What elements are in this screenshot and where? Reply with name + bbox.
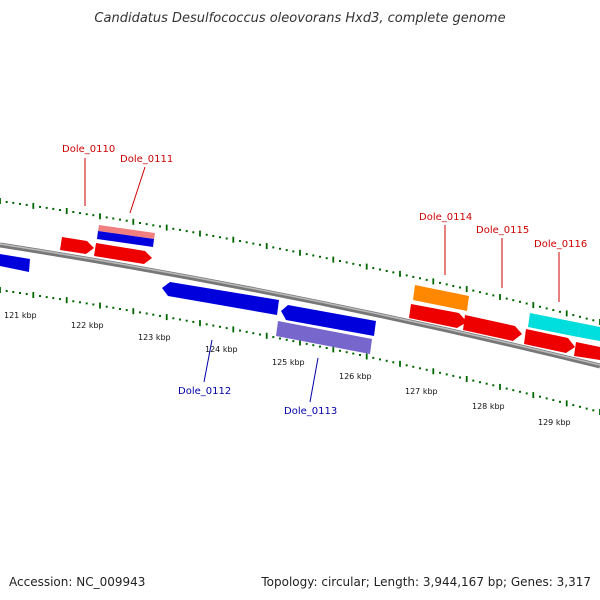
tick-labels: 121 kbp 122 kbp 123 kbp 124 kbp 125 kbp … bbox=[4, 311, 571, 427]
gene-dole-0111-pseudo[interactable] bbox=[98, 225, 155, 239]
tick-track-upper bbox=[0, 198, 600, 325]
leader-line-dole-0111 bbox=[129, 166, 146, 214]
leader-line-dole-0112 bbox=[203, 339, 213, 383]
tick-label-126: 126 kbp bbox=[339, 372, 372, 381]
gene-labels: Dole_0110 Dole_0111 Dole_0114 Dole_0115 … bbox=[62, 144, 587, 417]
tick-label-122: 122 kbp bbox=[71, 321, 104, 330]
gene-dole-0115[interactable] bbox=[463, 315, 522, 341]
leader-lines bbox=[84, 158, 560, 403]
gene-dole-0112[interactable] bbox=[162, 282, 279, 315]
gene-dole-0113-pseudo[interactable] bbox=[276, 321, 372, 354]
tick-label-124: 124 kbp bbox=[205, 345, 238, 354]
gene-label-dole-0116: Dole_0116 bbox=[534, 239, 587, 250]
gene-label-dole-0114: Dole_0114 bbox=[419, 212, 472, 223]
gene-cds-forward-3[interactable] bbox=[524, 329, 575, 353]
gene-label-dole-0111: Dole_0111 bbox=[120, 154, 173, 165]
gene-dole-0116[interactable] bbox=[528, 313, 580, 337]
gene-label-dole-0115: Dole_0115 bbox=[476, 225, 529, 236]
gene-label-dole-0112: Dole_0112 bbox=[178, 386, 231, 397]
gene-cds-reverse-left[interactable] bbox=[0, 254, 30, 272]
gene-cds-forward-2[interactable] bbox=[409, 304, 467, 328]
gene-features bbox=[0, 225, 600, 360]
gene-dole-0114[interactable] bbox=[413, 285, 469, 311]
tick-label-129: 129 kbp bbox=[538, 418, 571, 427]
gene-dole-0111[interactable] bbox=[97, 231, 154, 247]
tick-label-123: 123 kbp bbox=[138, 333, 171, 342]
gene-label-dole-0113: Dole_0113 bbox=[284, 406, 337, 417]
accession-text: Accession: NC_009943 bbox=[9, 575, 145, 589]
genome-summary-text: Topology: circular; Length: 3,944,167 bp… bbox=[260, 575, 591, 589]
gene-dole-0110[interactable] bbox=[60, 237, 94, 254]
tick-label-128: 128 kbp bbox=[472, 402, 505, 411]
gene-label-dole-0110: Dole_0110 bbox=[62, 144, 115, 155]
tick-track-lower bbox=[0, 287, 600, 415]
map-title: Candidatus Desulfococcus oleovorans Hxd3… bbox=[94, 11, 505, 26]
gene-dole-0113[interactable] bbox=[281, 305, 376, 336]
leader-line-dole-0113 bbox=[309, 357, 319, 403]
gene-cds-forward-4[interactable] bbox=[574, 342, 600, 360]
genome-backbone bbox=[0, 242, 600, 369]
tick-label-121: 121 kbp bbox=[4, 311, 37, 320]
gene-cds-forward-1[interactable] bbox=[94, 243, 152, 264]
gene-cds-cyan-edge[interactable] bbox=[578, 323, 600, 341]
tick-label-125: 125 kbp bbox=[272, 358, 305, 367]
tick-label-127: 127 kbp bbox=[405, 387, 438, 396]
